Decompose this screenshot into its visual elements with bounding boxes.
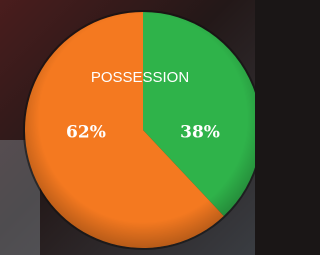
page: {"chart_data": {"type": "pie", "title": … [0,0,255,255]
data-label: 62% [66,123,106,143]
chart-title: POSSESSION [91,69,189,86]
pie [25,12,255,248]
chart: POSSESSION 38% 62% [0,0,255,255]
data-label: 38% [180,123,220,143]
